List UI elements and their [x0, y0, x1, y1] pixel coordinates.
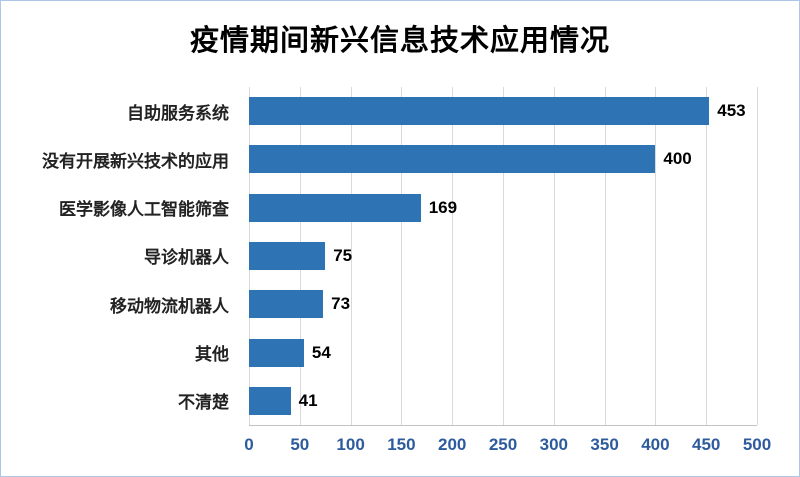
bar-row: 400: [249, 135, 757, 183]
x-tick-label: 0: [244, 435, 254, 454]
bars: 453 400 169 75 73 54 41: [249, 87, 757, 425]
value-label: 54: [311, 342, 331, 362]
x-tick-label: 500: [742, 435, 772, 454]
bar: [249, 338, 304, 367]
bar: [249, 97, 710, 126]
value-label: 169: [428, 197, 458, 217]
category-label: 移动物流机器人: [110, 296, 229, 316]
gridline: [757, 87, 758, 425]
value-label: 75: [333, 245, 353, 265]
x-tick-label: 150: [387, 435, 416, 454]
bar: [249, 386, 291, 415]
bar-row: 453: [249, 87, 757, 135]
category-label: 医学影像人工智能筛查: [59, 200, 229, 220]
category-label: 自助服务系统: [127, 103, 229, 123]
x-tick-label: 50: [290, 435, 310, 454]
gridline: [604, 87, 606, 425]
gridline: [350, 87, 352, 425]
x-axis: 0 50 100 150 200 250 300 350 400 450 500: [244, 433, 771, 459]
bar-row: 75: [249, 232, 757, 280]
value-label: 41: [298, 390, 318, 410]
category-label: 不清楚: [178, 393, 229, 413]
category-label: 其他: [195, 345, 229, 365]
gridline: [401, 87, 403, 425]
bar: [249, 241, 326, 270]
gridline: [553, 87, 555, 425]
gridline: [503, 87, 504, 425]
bar-row: 54: [249, 328, 757, 376]
value-label: 400: [663, 149, 692, 169]
x-tick-label: 450: [692, 435, 721, 454]
gridline: [452, 87, 454, 425]
bar-row: 73: [249, 280, 757, 328]
bar-row: 169: [249, 184, 757, 232]
value-label: 453: [717, 101, 746, 121]
x-tick-label: 350: [590, 435, 619, 454]
x-tick-label: 250: [488, 435, 518, 454]
x-tick-label: 200: [438, 435, 467, 454]
bar: [249, 193, 421, 222]
category-label: 没有开展新兴技术的应用: [42, 151, 229, 171]
gridline: [655, 87, 657, 425]
x-tick-label: 400: [641, 435, 670, 454]
chart-title: 疫情期间新兴信息技术应用情况: [189, 25, 610, 57]
bar-row: 41: [249, 377, 757, 425]
x-tick-label: 300: [539, 435, 568, 454]
plot-area: 453 400 169 75 73 54 41: [249, 87, 758, 426]
x-tick-label: 100: [336, 435, 365, 454]
bar: [249, 145, 656, 174]
gridline: [706, 87, 708, 425]
bar: [249, 290, 324, 319]
value-label: 73: [331, 294, 351, 314]
category-axis: 自助服务系统没有开展新兴技术的应用医学影像人工智能筛查导诊机器人移动物流机器人其…: [1, 87, 241, 425]
category-label: 导诊机器人: [144, 248, 229, 268]
